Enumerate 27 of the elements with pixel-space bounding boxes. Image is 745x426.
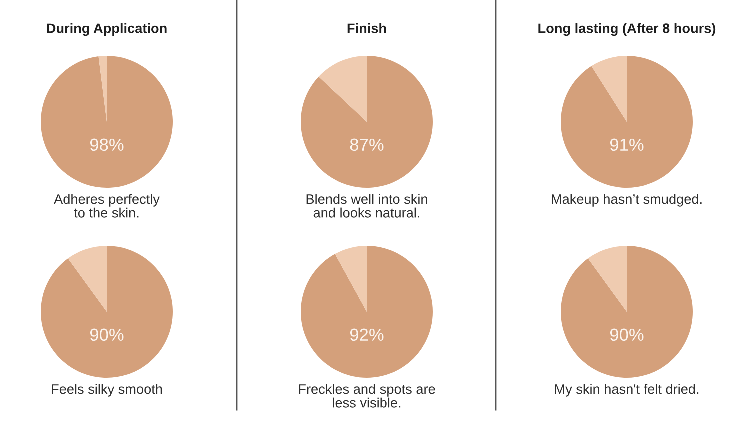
text: Blends well into skin and looks natural. bbox=[306, 194, 428, 218]
pie-slice bbox=[561, 246, 693, 378]
data-label: 90% bbox=[610, 328, 644, 342]
text: Feels silky smooth bbox=[52, 384, 162, 397]
pie-slice bbox=[561, 56, 693, 188]
text: My skin hasn't felt dried. bbox=[555, 384, 699, 397]
pie-slice bbox=[588, 246, 627, 312]
data-label: 91% bbox=[610, 138, 644, 152]
chart-title: During Application bbox=[47, 23, 167, 36]
pie-slice bbox=[301, 246, 433, 378]
data-label: 92% bbox=[350, 328, 384, 342]
pie-slice bbox=[301, 56, 433, 188]
data-label: 98% bbox=[90, 138, 124, 152]
pie-slice bbox=[98, 56, 107, 122]
pie-slice bbox=[592, 56, 627, 122]
chart-title: Long lasting (After 8 hours) bbox=[538, 23, 716, 36]
pie-slice bbox=[41, 56, 173, 188]
pie-slice bbox=[335, 246, 367, 312]
pie-slice bbox=[318, 56, 367, 122]
text: Makeup hasn’t smudged. bbox=[552, 194, 702, 207]
text: Adheres perfectly to the skin. bbox=[54, 194, 160, 218]
text: Freckles and spots are less visible. bbox=[299, 384, 436, 408]
chart-title: Finish bbox=[348, 23, 386, 34]
pie-slice bbox=[41, 246, 173, 378]
data-label: 87% bbox=[350, 138, 384, 152]
pie-slice bbox=[68, 246, 107, 312]
data-label: 90% bbox=[90, 328, 124, 342]
